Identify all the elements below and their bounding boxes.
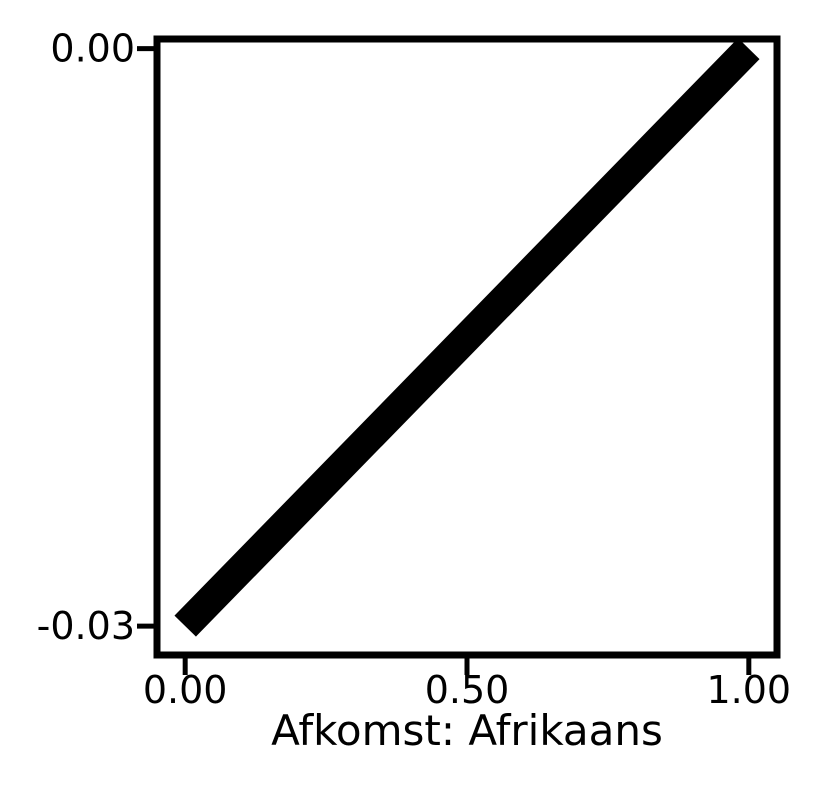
series-layer [174, 38, 760, 637]
series-line-0 [174, 38, 760, 637]
y-tick-label-1: -0.03 [37, 604, 135, 648]
x-tick-label-0: 0.00 [143, 668, 228, 712]
x-axis-ticks: 0.00 0.50 1.00 [143, 655, 791, 712]
x-tick-label-2: 1.00 [707, 668, 792, 712]
x-tick-label-1: 0.50 [425, 668, 510, 712]
x-axis-title: Afkomst: Afrikaans [271, 706, 663, 755]
y-tick-label-0: 0.00 [50, 27, 135, 71]
y-axis-ticks: 0.00 -0.03 [37, 27, 157, 648]
